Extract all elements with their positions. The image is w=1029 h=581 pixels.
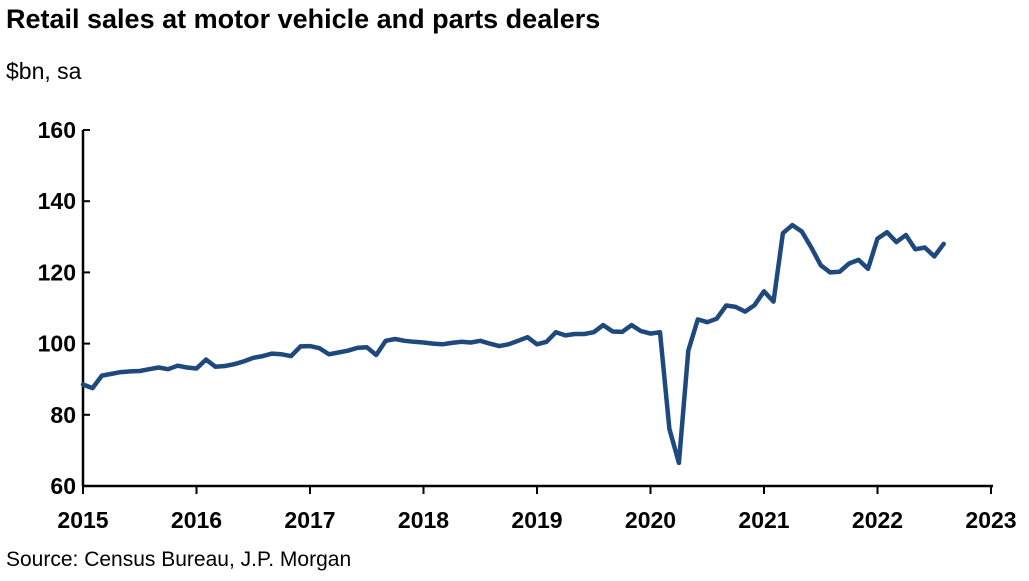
x-tick-label: 2015: [57, 507, 108, 533]
x-tick-label: 2023: [965, 507, 1016, 533]
x-tick-label: 2019: [511, 507, 562, 533]
y-tick-label: 80: [50, 402, 76, 428]
chart-title: Retail sales at motor vehicle and parts …: [6, 4, 601, 34]
x-tick-label: 2018: [398, 507, 449, 533]
y-tick-label: 60: [50, 473, 76, 499]
y-tick-label: 120: [38, 259, 76, 285]
x-tick-label: 2020: [625, 507, 676, 533]
y-tick-label: 160: [38, 117, 76, 143]
chart-subtitle: $bn, sa: [6, 58, 82, 84]
x-tick-label: 2016: [171, 507, 222, 533]
x-tick-label: 2022: [852, 507, 903, 533]
source-note: Source: Census Bureau, J.P. Morgan: [6, 548, 352, 571]
x-tick-label: 2017: [284, 507, 335, 533]
y-tick-label: 140: [38, 188, 76, 214]
x-tick-label: 2021: [738, 507, 789, 533]
y-tick-label: 100: [38, 331, 76, 357]
series-line: [80, 222, 946, 466]
